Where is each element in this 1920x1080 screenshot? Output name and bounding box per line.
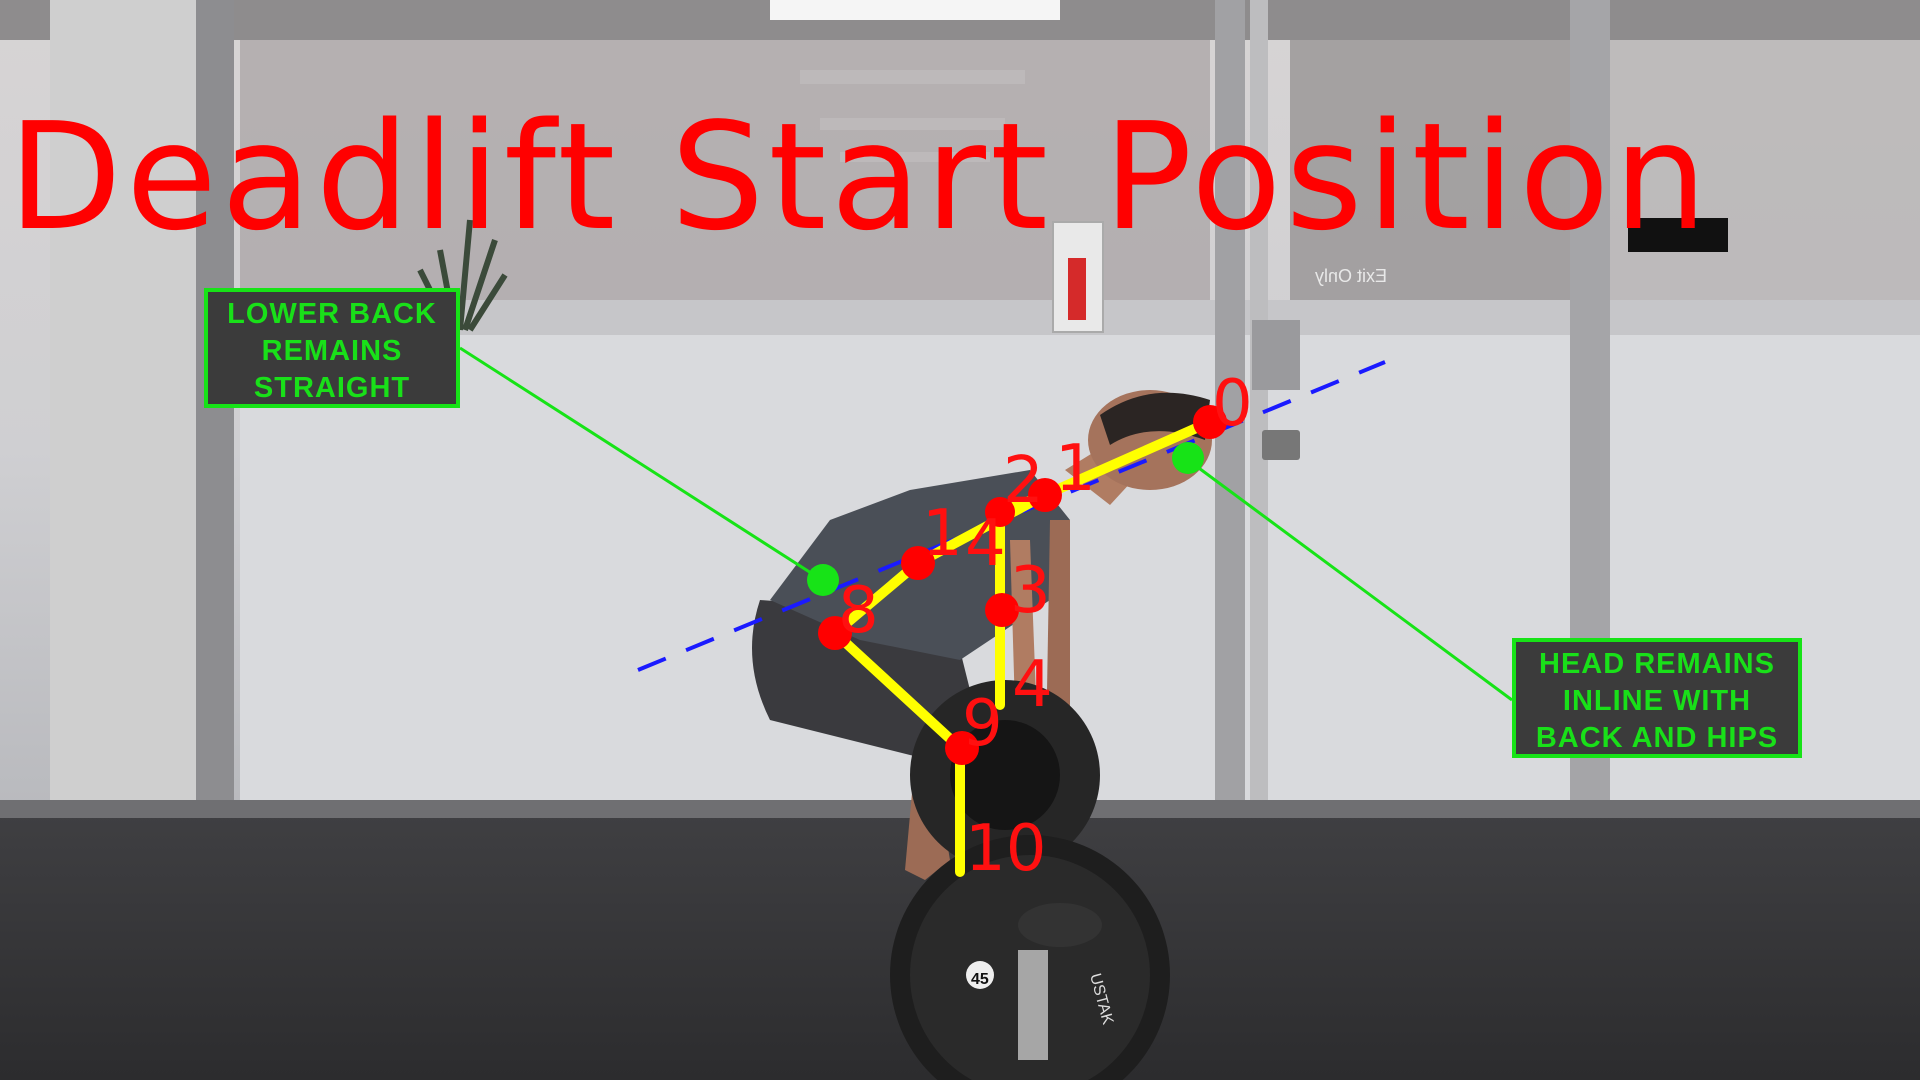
callout-line: BACK AND HIPS — [1535, 722, 1779, 754]
keypoint-label-8: 8 — [838, 574, 879, 648]
pillar — [50, 0, 215, 830]
keypoint-label-1: 1 — [1055, 432, 1096, 506]
keypoint-label-14: 4 — [965, 507, 1006, 581]
lower-back-callout: LOWER BACK REMAINS STRAIGHT — [204, 288, 460, 408]
joint-3 — [985, 593, 1019, 627]
plate-weight-label: 45 — [971, 971, 989, 988]
door-handle — [1252, 320, 1300, 390]
wall-sign — [1628, 218, 1728, 252]
ceiling-light — [770, 0, 1060, 20]
lower-back-reference-point — [807, 564, 839, 596]
lower-back-leader-line — [459, 346, 823, 582]
callout-line: LOWER BACK — [227, 298, 437, 330]
callout-line: INLINE WITH — [1562, 685, 1752, 717]
callout-line: REMAINS — [261, 335, 403, 367]
bar-sleeve — [1018, 950, 1048, 1060]
head-callout: HEAD REMAINS INLINE WITH BACK AND HIPS — [1512, 638, 1802, 758]
keypoint-label-4: 4 — [1012, 648, 1053, 722]
joint-8 — [818, 616, 852, 650]
callout-line: STRAIGHT — [253, 372, 411, 404]
bone-hip-knee — [830, 628, 965, 753]
keypoint-label-10: 10 — [965, 812, 1046, 886]
keypoint-label-3: 3 — [1010, 554, 1051, 628]
joints — [818, 405, 1227, 765]
bone-head-neck — [1040, 417, 1215, 500]
keypoint-label-9: 9 — [962, 687, 1003, 761]
callout-line: HEAD REMAINS — [1539, 648, 1775, 680]
keypoint-label-11: 1 — [922, 497, 963, 571]
keypoint-label-2: 2 — [1003, 444, 1044, 518]
bone-spine-hip — [830, 558, 923, 638]
head-leader-line — [1187, 458, 1513, 702]
joint-0 — [1193, 405, 1227, 439]
joint-2 — [985, 497, 1015, 527]
page-title: Deadlift Start Position — [8, 91, 1711, 263]
keypoint-labels: 0 1 2 3 4 8 9 10 1 4 — [838, 367, 1253, 886]
keypoint-label-0: 0 — [1212, 367, 1253, 441]
joint-9 — [945, 731, 979, 765]
joint-1 — [1028, 478, 1062, 512]
exit-sign: Exit Only — [1315, 266, 1387, 286]
head-reference-point — [1172, 442, 1204, 474]
joint-11 — [901, 546, 935, 580]
door-frame — [1215, 0, 1245, 810]
